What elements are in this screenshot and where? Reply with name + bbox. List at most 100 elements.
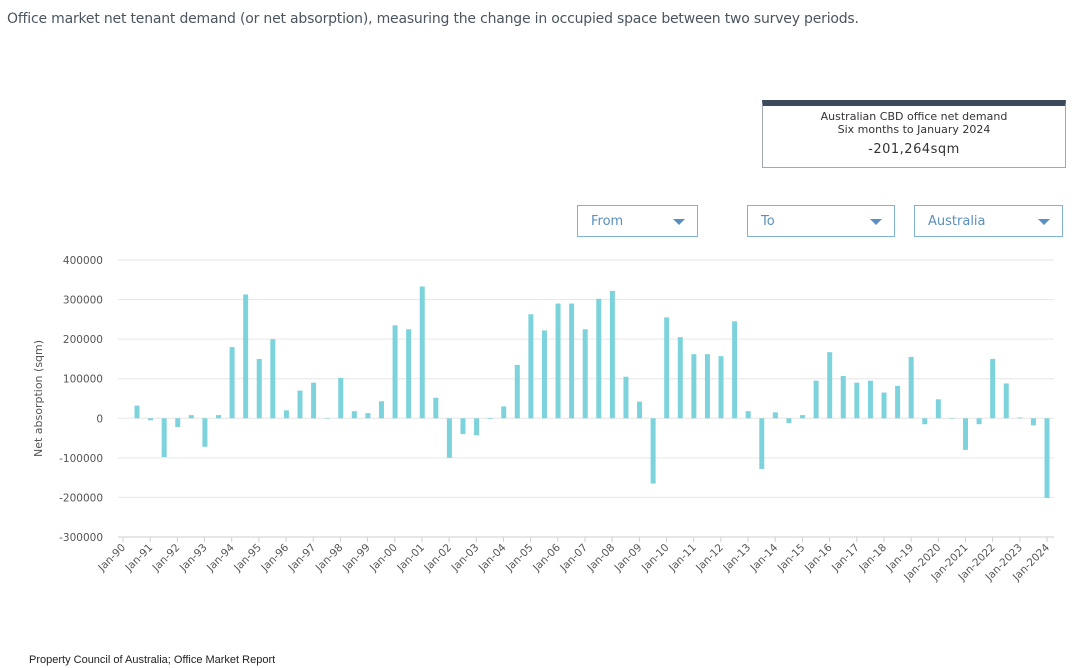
bar — [541, 330, 547, 419]
bar — [351, 411, 357, 419]
from-dropdown[interactable]: From — [577, 205, 698, 237]
bar — [637, 401, 643, 419]
bar — [854, 382, 860, 419]
bar — [976, 418, 982, 425]
bar — [406, 329, 412, 419]
x-tick-label: Jan-10 — [639, 542, 672, 575]
summary-box: Australian CBD office net demand Six mon… — [762, 100, 1066, 168]
x-tick-label: Jan-03 — [449, 542, 482, 575]
bar — [691, 354, 697, 419]
bar — [270, 339, 276, 419]
bar — [528, 314, 534, 419]
x-tick-label: Jan-98 — [313, 542, 346, 575]
bar — [215, 415, 221, 419]
bar — [148, 418, 154, 421]
x-tick-label: Jan-04 — [476, 541, 509, 574]
x-tick-label: Jan-91 — [123, 542, 156, 575]
y-tick-label: 0 — [96, 413, 103, 425]
bar — [338, 377, 344, 419]
bar — [704, 354, 710, 419]
bar — [514, 364, 520, 419]
bar — [800, 415, 806, 419]
x-tick-label: Jan-07 — [557, 542, 590, 575]
bar — [732, 321, 738, 419]
bar — [460, 418, 466, 435]
bar — [650, 418, 656, 484]
y-tick-label: -200000 — [59, 492, 103, 504]
bar — [623, 376, 629, 419]
region-dropdown[interactable]: Australia — [914, 205, 1063, 237]
bar — [827, 352, 833, 419]
bar — [772, 412, 778, 419]
x-tick-label: Jan-13 — [720, 542, 753, 575]
bar — [990, 358, 996, 419]
x-tick-label: Jan-96 — [258, 541, 291, 574]
x-tick-label: Jan-16 — [802, 541, 835, 574]
bar — [609, 290, 615, 419]
bar — [392, 325, 398, 419]
bar — [582, 329, 588, 419]
bar — [1003, 383, 1009, 419]
bar — [283, 410, 289, 419]
bar — [677, 337, 683, 419]
x-tick-label: Jan-17 — [829, 542, 862, 575]
bar — [908, 356, 914, 419]
bar — [596, 298, 602, 419]
bar — [433, 397, 439, 419]
x-tick-label: Jan-14 — [748, 541, 781, 574]
bar — [446, 418, 452, 458]
intro-text: Office market net tenant demand (or net … — [7, 11, 859, 27]
x-tick-label: Jan-06 — [530, 541, 563, 574]
bar — [311, 382, 317, 419]
x-tick-label: Jan-02 — [421, 542, 454, 575]
x-tick-label: Jan-12 — [693, 542, 726, 575]
x-tick-label: Jan-18 — [856, 542, 889, 575]
bar — [664, 317, 670, 419]
bar — [324, 418, 330, 419]
bar — [243, 294, 249, 419]
bar — [378, 401, 384, 419]
chevron-down-icon — [673, 219, 685, 225]
x-tick-label: Jan-95 — [231, 542, 264, 575]
bar — [229, 347, 235, 419]
summary-value: -201,264sqm — [868, 142, 960, 157]
bar — [718, 356, 724, 419]
bar — [963, 418, 969, 450]
bar — [419, 286, 425, 419]
bar — [555, 303, 561, 419]
bar — [487, 418, 493, 420]
x-tick-label: Jan-99 — [340, 542, 373, 575]
bar — [569, 303, 575, 419]
bar — [935, 399, 941, 419]
bar — [813, 380, 819, 419]
summary-title: Australian CBD office net demand — [820, 110, 1008, 123]
bar — [949, 418, 955, 419]
bar — [256, 358, 262, 419]
bar — [922, 418, 928, 425]
bar — [867, 380, 873, 419]
x-tick-label: Jan-93 — [177, 542, 210, 575]
x-tick-label: Jan-08 — [585, 542, 618, 575]
chevron-down-icon — [870, 219, 882, 225]
summary-period: Six months to January 2024 — [837, 123, 991, 136]
y-tick-label: 200000 — [63, 334, 103, 346]
bar — [161, 418, 167, 458]
bar — [297, 390, 303, 419]
x-tick-label: Jan-90 — [95, 542, 128, 575]
bar — [895, 385, 901, 419]
bar — [759, 418, 765, 469]
bar — [786, 418, 792, 424]
bar — [134, 405, 140, 419]
net-absorption-chart: 400000 300000 200000 100000 0 -100000 -200000 -… — [32, 255, 1054, 584]
to-dropdown-label: To — [761, 214, 775, 229]
bar — [175, 418, 181, 427]
bar — [840, 375, 846, 419]
to-dropdown[interactable]: To — [747, 205, 895, 237]
y-tick-label: 400000 — [63, 255, 103, 267]
bar — [1044, 418, 1050, 498]
bar — [881, 392, 887, 419]
x-tick-label: Jan-00 — [367, 542, 400, 575]
x-tick-label: Jan-05 — [503, 542, 536, 575]
from-dropdown-label: From — [591, 214, 624, 229]
chevron-down-icon — [1038, 219, 1050, 225]
